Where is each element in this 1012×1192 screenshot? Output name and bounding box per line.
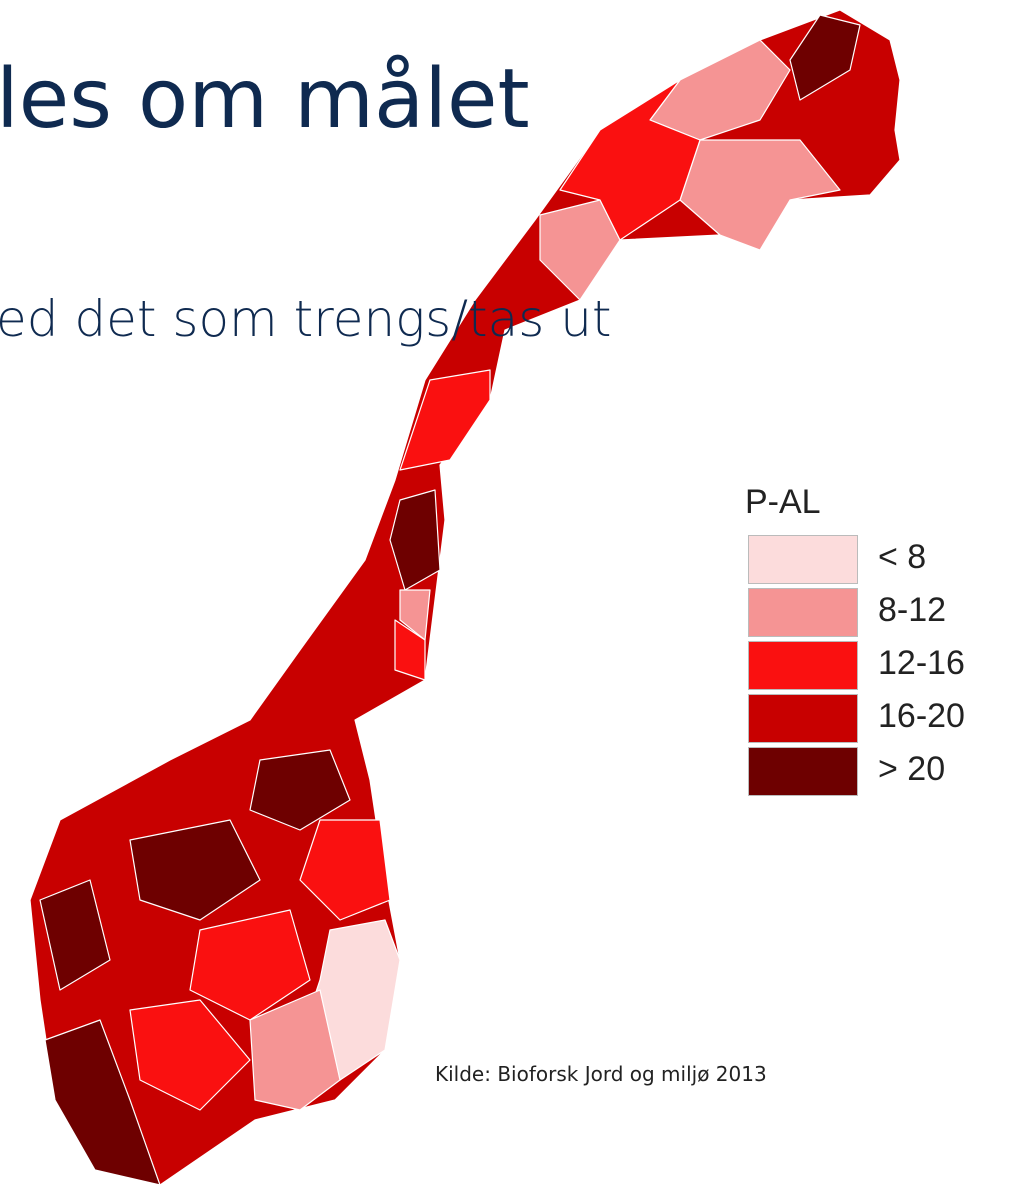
region [539, 199, 621, 301]
legend-label: < 8 [878, 538, 927, 576]
subtitle: ed det som trengs/tas ut [0, 290, 612, 348]
legend-swatch [748, 535, 858, 584]
region [44, 1019, 161, 1186]
region [129, 819, 261, 921]
legend-swatch [748, 694, 858, 743]
source: Kilde: Bioforsk Jord og miljø 2013 [435, 1062, 767, 1086]
legend-label: 12-16 [878, 644, 965, 682]
region [394, 619, 426, 681]
region [249, 749, 351, 831]
legend-title: P-AL [745, 483, 821, 521]
legend-label: > 20 [878, 750, 946, 788]
legend-label: 16-20 [878, 697, 965, 735]
region [389, 489, 441, 591]
region [189, 909, 311, 1021]
region [679, 139, 841, 251]
legend-swatch [748, 747, 858, 796]
region [39, 879, 111, 991]
region [299, 819, 391, 921]
region [789, 14, 861, 101]
legend-swatch [748, 641, 858, 690]
region [399, 369, 491, 471]
legend-swatch [748, 588, 858, 637]
map-regions [29, 9, 901, 1186]
region [249, 989, 341, 1111]
region [559, 79, 701, 241]
legend-label: 8-12 [878, 591, 947, 629]
region [129, 999, 251, 1111]
title: les om målet [0, 52, 530, 147]
